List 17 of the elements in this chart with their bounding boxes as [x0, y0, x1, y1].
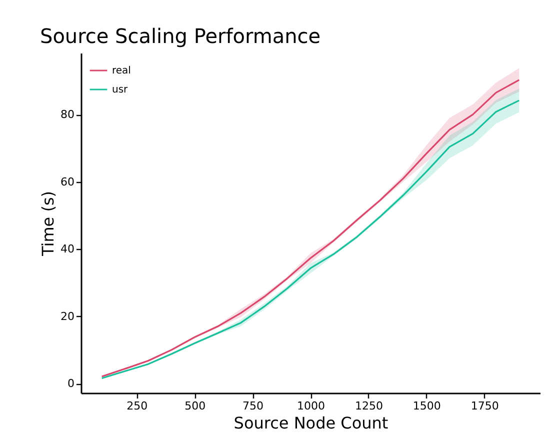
legend-label: usr: [112, 84, 129, 96]
x-tick-label: 1000: [297, 400, 325, 412]
x-tick-label: 1250: [354, 400, 383, 412]
y-tick-label: 0: [68, 377, 74, 390]
x-tick-label: 1500: [412, 400, 441, 412]
x-tick-label: 500: [184, 400, 206, 412]
x-tick-label: 250: [126, 400, 148, 412]
y-tick-label: 80: [60, 108, 74, 122]
x-tick-label: 1750: [470, 400, 499, 412]
x-tick-label: 750: [242, 400, 264, 412]
y-tick-label: 60: [60, 175, 74, 188]
y-axis-title: Time (s): [38, 190, 58, 258]
y-tick-label: 20: [60, 310, 74, 323]
chart-title: Source Scaling Performance: [40, 24, 321, 48]
legend-label: real: [112, 66, 131, 76]
x-axis-title: Source Node Count: [234, 414, 388, 432]
y-tick-label: 40: [60, 242, 74, 256]
